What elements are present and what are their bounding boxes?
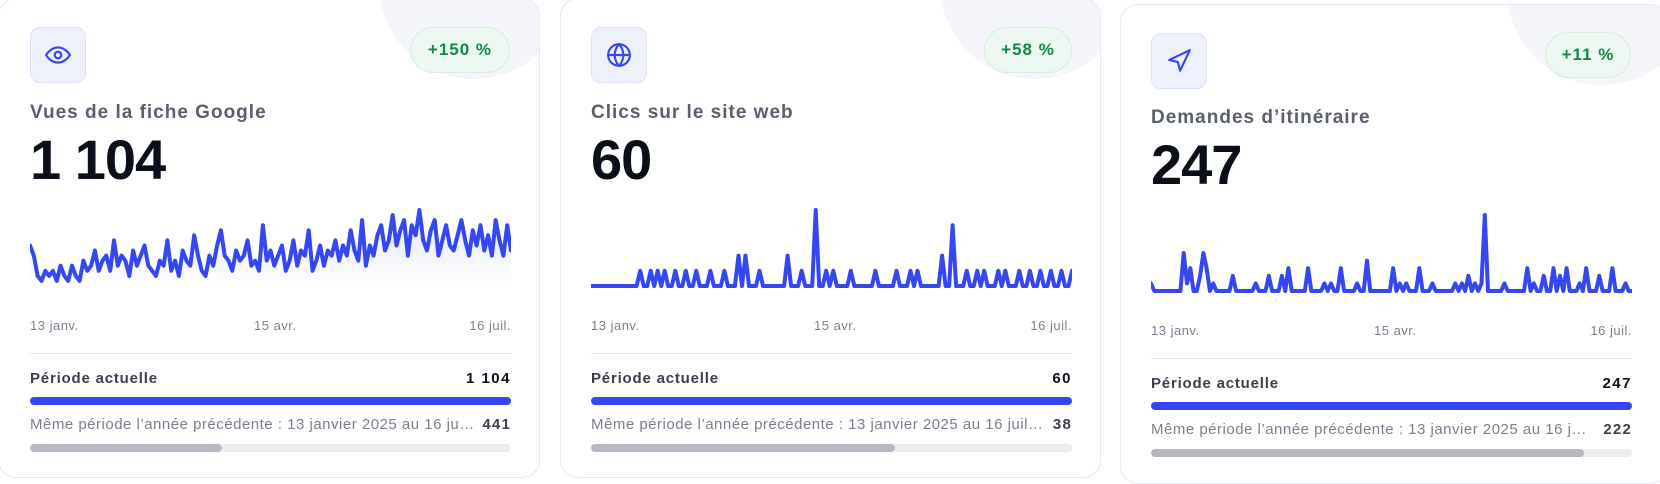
previous-period-label: Même période l’année précédente : 13 jan…	[591, 416, 1043, 433]
previous-period-bar-fill	[591, 444, 896, 452]
previous-period-value: 222	[1603, 421, 1632, 438]
metric-title: Clics sur le site web	[591, 102, 794, 123]
axis-label-end: 16 juil.	[1590, 323, 1632, 338]
metric-card-direction-requests: +11 % Demandes d’itinéraire 247 13 janv.…	[1120, 4, 1660, 484]
divider	[30, 353, 511, 354]
current-period-value: 1 104	[465, 370, 511, 387]
axis-label-start: 13 janv.	[591, 318, 640, 333]
metric-title: Vues de la fiche Google	[30, 102, 267, 123]
sparkline-chart	[1151, 213, 1632, 293]
metric-card-website-clicks: +58 % Clics sur le site web 60 13 janv. …	[560, 0, 1101, 478]
axis-label-start: 13 janv.	[1151, 323, 1200, 338]
previous-period-bar-fill	[1151, 449, 1584, 457]
previous-period-bar	[1151, 449, 1632, 457]
sparkline-chart	[30, 208, 511, 286]
axis-label-mid: 15 avr.	[254, 318, 297, 333]
sparkline-line	[30, 208, 511, 283]
current-period-value: 247	[1602, 375, 1632, 392]
previous-period-value: 38	[1052, 416, 1072, 433]
sparkline-chart	[591, 208, 1072, 288]
growth-badge: +58 %	[984, 27, 1072, 73]
navigation-arrow-icon	[1168, 49, 1191, 72]
metric-card-profile-views: +150 % Vues de la fiche Google 1 104 13 …	[0, 0, 540, 478]
previous-period-bar	[30, 444, 511, 452]
metric-value: 1 104	[30, 128, 166, 191]
previous-period-bar	[591, 444, 1072, 452]
previous-period-bar-fill	[30, 444, 223, 452]
metric-value: 60	[591, 128, 652, 191]
current-period-value: 60	[1052, 370, 1072, 387]
axis-label-end: 16 juil.	[1030, 318, 1072, 333]
previous-period-value: 441	[482, 416, 511, 433]
axis-label-end: 16 juil.	[469, 318, 511, 333]
time-axis: 13 janv. 15 avr. 16 juil.	[30, 318, 511, 334]
axis-label-mid: 15 avr.	[814, 318, 857, 333]
current-period-label: Période actuelle	[591, 370, 719, 387]
eye-icon	[45, 46, 71, 64]
growth-badge: +150 %	[410, 27, 510, 73]
axis-label-mid: 15 avr.	[1374, 323, 1417, 338]
metric-title: Demandes d’itinéraire	[1151, 107, 1371, 128]
current-period-label: Période actuelle	[1151, 375, 1279, 392]
previous-period-label: Même période l’année précédente : 13 jan…	[1151, 421, 1592, 438]
sparkline-line	[1151, 213, 1632, 293]
time-axis: 13 janv. 15 avr. 16 juil.	[591, 318, 1072, 334]
current-period-bar	[591, 397, 1072, 405]
sparkline-line	[591, 208, 1072, 288]
time-axis: 13 janv. 15 avr. 16 juil.	[1151, 323, 1632, 339]
axis-label-start: 13 janv.	[30, 318, 79, 333]
current-period-label: Période actuelle	[30, 370, 158, 387]
icon-tile	[1151, 33, 1207, 89]
current-period-bar	[1151, 402, 1632, 410]
globe-icon	[607, 43, 631, 67]
growth-badge: +11 %	[1545, 32, 1631, 78]
current-period-bar	[30, 397, 511, 405]
previous-period-label: Même période l’année précédente : 13 jan…	[30, 416, 475, 433]
icon-tile	[30, 27, 86, 83]
divider	[1151, 358, 1632, 359]
divider	[591, 353, 1072, 354]
metric-value: 247	[1151, 133, 1242, 196]
icon-tile	[591, 27, 647, 83]
